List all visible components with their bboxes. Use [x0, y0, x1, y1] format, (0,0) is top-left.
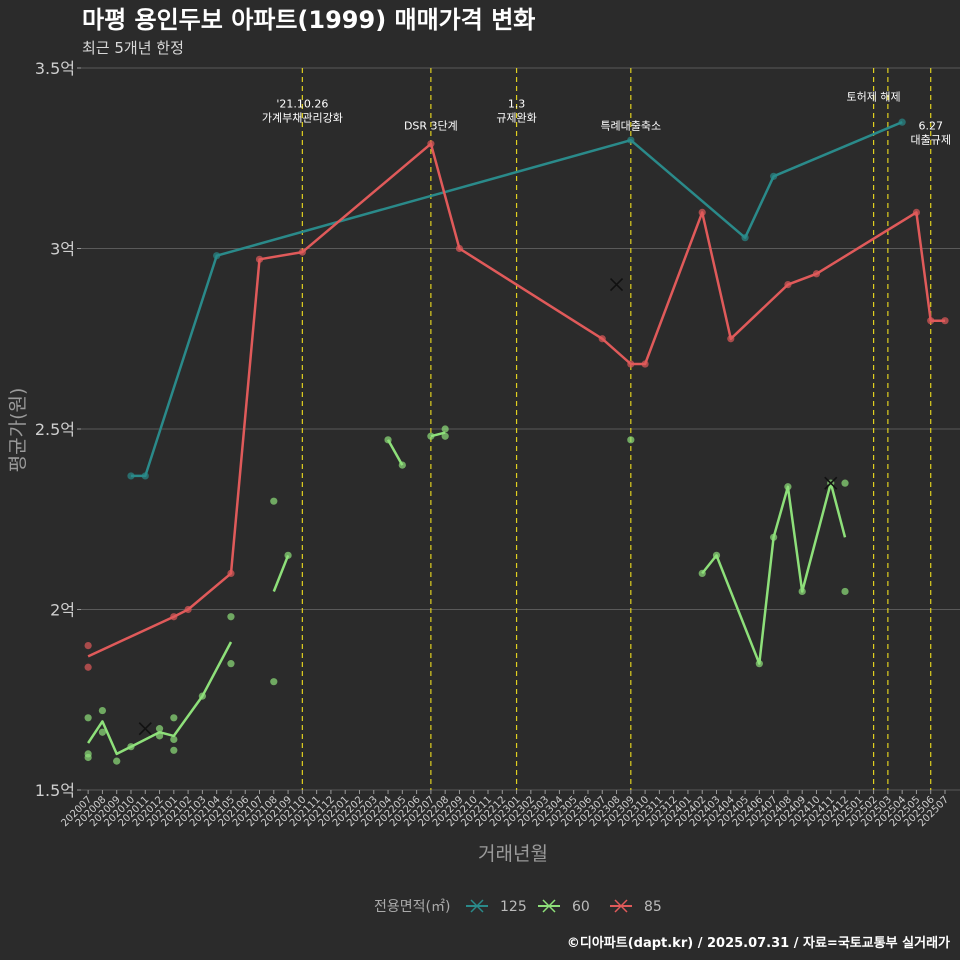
annotation-text: 규제완화: [496, 112, 536, 125]
data-point-60: [198, 692, 206, 700]
data-point-125: [127, 472, 135, 480]
data-point-60: [84, 714, 92, 722]
grid-lines: [81, 67, 960, 791]
data-point-60: [84, 753, 92, 762]
y-tick-label: 2.5억: [35, 420, 75, 439]
highlight-cross-85: [609, 278, 624, 292]
policy-lines: [301, 68, 932, 790]
series-line-60: [272, 554, 290, 592]
data-point-60: [384, 436, 392, 444]
legend: 전용면적(㎡) 125 60 85: [374, 899, 662, 915]
data-point-85: [627, 360, 635, 368]
data-point-85: [912, 208, 921, 216]
data-point-60: [841, 479, 849, 487]
series-line-60: [87, 641, 233, 756]
data-point-85: [698, 208, 706, 216]
data-point-60: [170, 746, 178, 754]
data-point-125: [741, 234, 749, 242]
data-point-60: [712, 551, 721, 559]
data-point-85: [298, 248, 306, 256]
y-tick-label: 3.5억: [35, 59, 75, 78]
annotation-text: 가계부채관리강화: [262, 112, 343, 125]
legend-title: 전용면적(㎡): [374, 899, 450, 915]
data-point-60: [398, 461, 406, 469]
data-point-85: [170, 613, 178, 621]
chart-title: 마평 용인두보 아파트(1999) 매매가격 변화: [82, 6, 535, 34]
data-point-85: [84, 642, 92, 650]
data-point-60: [698, 569, 706, 578]
data-point-125: [898, 118, 906, 126]
legend-key-cross: [614, 899, 628, 913]
series-line-60: [701, 481, 847, 665]
data-point-60: [127, 743, 135, 751]
data-point-85: [84, 663, 92, 671]
data-point-60: [98, 706, 107, 715]
data-point-85: [927, 317, 935, 325]
data-point-85: [812, 270, 821, 278]
data-point-60: [270, 678, 278, 686]
data-point-60: [770, 533, 778, 541]
data-point-125: [141, 472, 149, 480]
data-point-60: [755, 660, 763, 668]
data-point-60: [627, 436, 635, 444]
caption: ©디아파트(dapt.kr) / 2025.07.31 / 자료=국토교통부 실…: [567, 935, 950, 951]
data-point-60: [113, 757, 121, 765]
data-point-125: [770, 172, 778, 180]
data-point-85: [227, 569, 235, 578]
data-point-125: [213, 252, 221, 260]
data-point-85: [941, 317, 949, 325]
data-point-85: [255, 255, 264, 263]
data-point-125: [627, 136, 635, 144]
legend-label: 125: [500, 899, 527, 915]
series-layer: [84, 118, 949, 765]
annotation-text: 토허제 해제: [847, 89, 901, 103]
data-point-60: [227, 613, 235, 621]
data-point-85: [427, 140, 435, 148]
y-axis-ticks: 1.5억 2억 2.5억 3억 3.5억: [35, 59, 81, 800]
series-line-85: [87, 142, 945, 658]
chart-subtitle: 최근 5개년 한정: [82, 39, 184, 57]
data-point-60: [270, 497, 278, 505]
data-point-85: [184, 605, 192, 614]
y-tick-label: 1.5억: [35, 781, 75, 800]
annotation-text: DSR 3단계: [404, 119, 458, 132]
y-axis-title: 평균가(원): [7, 388, 29, 473]
data-point-60: [155, 732, 164, 740]
data-point-60: [284, 551, 292, 559]
data-point-60: [441, 425, 449, 433]
series-line-60: [386, 439, 404, 466]
data-point-60: [841, 587, 849, 596]
data-point-85: [727, 335, 735, 343]
data-point-60: [784, 483, 792, 491]
data-point-60: [170, 714, 178, 722]
legend-label: 60: [572, 899, 590, 915]
annotation-text: '21.10.26: [276, 98, 328, 111]
highlight-cross-60: [138, 722, 152, 736]
y-tick-label: 2억: [50, 601, 75, 620]
x-axis-title: 거래년월: [478, 843, 548, 865]
legend-key-cross: [542, 899, 556, 913]
annotation-text: 6.27: [918, 119, 943, 132]
highlight-cross-60: [824, 476, 838, 490]
data-point-60: [155, 725, 164, 733]
data-point-60: [427, 432, 435, 440]
x-axis-ticks: 2020072020082020092020102020112020122021…: [59, 790, 951, 829]
annotation-text: 특례대출축소: [600, 119, 661, 132]
legend-key-cross: [470, 899, 484, 913]
data-point-85: [598, 335, 606, 343]
annotation-text: 1.3: [508, 98, 526, 111]
annotation-text: 대출규제: [910, 133, 950, 146]
data-point-60: [170, 735, 178, 744]
legend-label: 85: [644, 899, 662, 915]
y-tick-label: 3억: [50, 240, 75, 259]
data-point-60: [98, 728, 107, 736]
data-point-60: [798, 587, 806, 596]
data-point-60: [441, 432, 449, 440]
data-point-85: [455, 244, 464, 253]
data-point-60: [227, 660, 235, 668]
data-point-85: [784, 281, 792, 289]
data-point-85: [641, 360, 649, 368]
